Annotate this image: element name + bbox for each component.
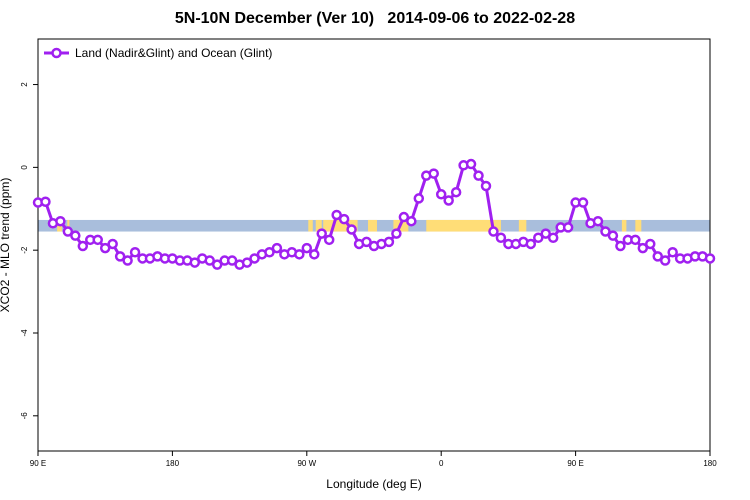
data-point <box>40 196 51 207</box>
y-tick-label: -4 <box>20 329 29 337</box>
data-point <box>398 211 410 223</box>
data-point <box>249 253 260 264</box>
x-axis: 90 E 180 90 W 0 90 E 180 <box>30 451 717 468</box>
series-layer <box>32 158 716 270</box>
data-point <box>226 255 238 266</box>
data-point <box>577 197 589 208</box>
surface-band <box>38 219 710 232</box>
data-point <box>338 213 350 225</box>
data-point <box>62 226 74 237</box>
land-band-segment <box>518 219 527 232</box>
data-point <box>592 215 604 227</box>
land-band-segment <box>368 219 377 232</box>
data-point <box>309 249 320 260</box>
data-point <box>495 232 507 244</box>
data-point <box>645 238 656 250</box>
x-tick-label: 90 E <box>30 459 46 468</box>
land-band-segment <box>315 219 322 232</box>
data-point <box>533 232 544 244</box>
x-tick-label: 180 <box>703 459 717 468</box>
data-point <box>204 255 215 266</box>
data-point <box>189 257 201 268</box>
data-point <box>114 251 126 262</box>
data-point <box>704 253 716 264</box>
data-point <box>383 236 395 248</box>
data-point <box>391 228 402 239</box>
data-point <box>637 242 649 254</box>
data-point <box>607 230 619 241</box>
land-band-segment <box>323 219 358 232</box>
data-point <box>443 195 454 206</box>
data-point <box>294 249 305 260</box>
data-point <box>525 238 537 250</box>
data-point <box>630 234 641 246</box>
data-point <box>92 234 103 246</box>
land-band-segment <box>67 219 70 232</box>
data-point <box>540 228 551 239</box>
data-point <box>652 251 663 262</box>
x-tick-label: 0 <box>439 459 444 468</box>
x-tick-label: 180 <box>166 459 180 468</box>
y-tick-label: -2 <box>20 246 29 254</box>
data-point <box>450 186 462 198</box>
data-point <box>615 240 626 252</box>
data-point <box>480 180 492 192</box>
land-band-segment <box>621 219 627 232</box>
data-point <box>562 222 574 233</box>
y-tick-label: 0 <box>20 165 29 170</box>
x-axis-title: Longitude (deg E) <box>326 477 421 491</box>
data-point <box>77 240 89 252</box>
data-point <box>211 259 223 270</box>
legend-label: Land (Nadir&Glint) and Ocean (Glint) <box>75 46 272 60</box>
y-tick-label: 2 <box>20 82 29 87</box>
data-point <box>428 168 439 179</box>
land-band-segment <box>426 219 501 232</box>
data-point <box>129 246 141 258</box>
legend-marker <box>51 47 62 59</box>
data-point <box>667 246 678 258</box>
data-point <box>600 226 611 237</box>
data-point <box>361 236 372 248</box>
data-point <box>413 193 425 204</box>
data-point <box>122 255 133 266</box>
data-point <box>488 226 499 237</box>
y-axis: 2 0 -2 -4 -6 <box>20 82 38 420</box>
data-point <box>264 246 275 258</box>
data-point <box>241 257 253 268</box>
x-tick-label: 90 W <box>297 459 316 468</box>
data-point <box>473 170 484 181</box>
data-point <box>107 238 118 250</box>
x-tick-label: 90 E <box>567 459 583 468</box>
land-band-segment <box>308 219 313 232</box>
data-point <box>465 158 477 170</box>
data-point <box>406 215 417 227</box>
chart-title: 5N-10N December (Ver 10) 2014-09-06 to 2… <box>174 10 576 27</box>
y-axis-title: XCO2 - MLO trend (ppm) <box>0 178 12 313</box>
data-point <box>659 255 671 266</box>
plot-frame <box>37 38 711 452</box>
data-point <box>55 215 66 227</box>
data-point <box>271 242 283 254</box>
data-point <box>435 189 447 200</box>
data-point <box>346 224 357 235</box>
data-point <box>331 209 342 221</box>
data-point <box>323 234 335 246</box>
data-point <box>70 230 81 241</box>
y-tick-label: -6 <box>20 412 29 420</box>
data-point <box>316 228 327 239</box>
data-point <box>99 242 111 254</box>
legend: Land (Nadir&Glint) and Ocean (Glint) <box>44 46 272 60</box>
data-point <box>301 242 313 254</box>
land-band-segment <box>635 219 642 232</box>
data-point <box>547 232 559 244</box>
